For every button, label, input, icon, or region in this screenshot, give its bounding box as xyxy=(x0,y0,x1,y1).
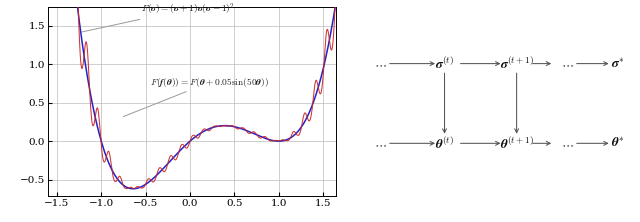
Text: $\cdots$: $\cdots$ xyxy=(374,57,387,70)
Text: $\boldsymbol{\sigma}^{*}$: $\boldsymbol{\sigma}^{*}$ xyxy=(611,57,625,71)
Text: $\boldsymbol{\theta}^{*}$: $\boldsymbol{\theta}^{*}$ xyxy=(611,136,625,150)
Text: $F(\boldsymbol{\sigma}) = (\boldsymbol{\sigma}+1)\boldsymbol{\sigma}(\boldsymbol: $F(\boldsymbol{\sigma}) = (\boldsymbol{\… xyxy=(82,1,235,32)
Text: $\cdots$: $\cdots$ xyxy=(374,137,387,150)
Text: $F(\boldsymbol{f}(\boldsymbol{\theta})) = F(\boldsymbol{\theta}+0.05\sin(50\bold: $F(\boldsymbol{f}(\boldsymbol{\theta})) … xyxy=(124,76,269,117)
Text: $\boldsymbol{\theta}^{(t)}$: $\boldsymbol{\theta}^{(t)}$ xyxy=(435,135,454,152)
Text: $\boldsymbol{\theta}^{(t+1)}$: $\boldsymbol{\theta}^{(t+1)}$ xyxy=(500,135,534,152)
Text: $\cdots$: $\cdots$ xyxy=(561,137,574,150)
Text: $\cdots$: $\cdots$ xyxy=(561,57,574,70)
Text: $\boldsymbol{\sigma}^{(t+1)}$: $\boldsymbol{\sigma}^{(t+1)}$ xyxy=(500,55,534,72)
Text: $\boldsymbol{\sigma}^{(t)}$: $\boldsymbol{\sigma}^{(t)}$ xyxy=(435,55,454,72)
